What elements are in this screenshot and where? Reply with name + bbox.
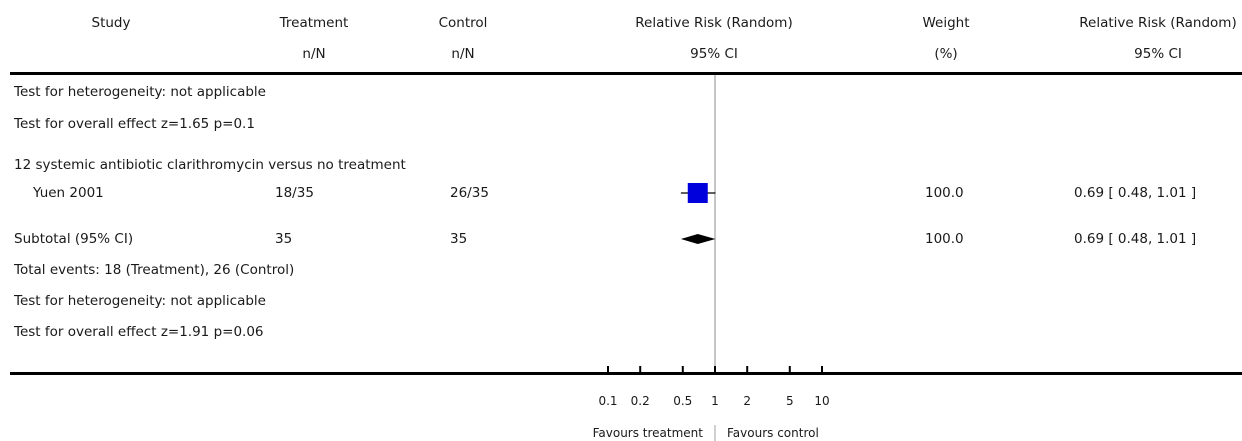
axis-tick-label: 2 xyxy=(743,394,751,408)
header-control-sub: n/N xyxy=(451,46,475,62)
header-relative-risk-2: Relative Risk (Random) xyxy=(1079,15,1237,31)
axis-tick-label: 1 xyxy=(711,394,719,408)
header-study: Study xyxy=(91,15,131,31)
header-control: Control xyxy=(438,15,488,31)
header-weight: Weight xyxy=(922,15,970,31)
header-rule xyxy=(10,72,1242,75)
bottom-rule xyxy=(10,372,1242,375)
favours-treatment-label: Favours treatment xyxy=(593,426,704,440)
study-ci: 0.69 [ 0.48, 1.01 ] xyxy=(1074,185,1197,201)
subtotal-diamond xyxy=(680,234,716,244)
axis-tick-label: 10 xyxy=(814,394,829,408)
top-heterogeneity-note: Test for heterogeneity: not applicable xyxy=(14,84,266,100)
study-treatment: 18/35 xyxy=(275,185,314,201)
subtotal-ci: 0.69 [ 0.48, 1.01 ] xyxy=(1074,231,1197,247)
favours-control-label: Favours control xyxy=(727,426,819,440)
group-overall-effect-note: Test for overall effect z=1.91 p=0.06 xyxy=(14,324,264,340)
axis-tick-label: 0.5 xyxy=(673,394,692,408)
axis-tick-label: 0.2 xyxy=(631,394,650,408)
group-heterogeneity-note: Test for heterogeneity: not applicable xyxy=(14,293,266,309)
header-relative-risk-ci-2: 95% CI xyxy=(1134,46,1182,62)
header-treatment: Treatment xyxy=(279,15,349,31)
study-weight: 100.0 xyxy=(925,185,964,201)
header-relative-risk-ci: 95% CI xyxy=(690,46,738,62)
subtotal-treatment: 35 xyxy=(275,231,293,247)
study-control: 26/35 xyxy=(450,185,489,201)
total-events-note: Total events: 18 (Treatment), 26 (Contro… xyxy=(14,262,295,278)
subtotal-control: 35 xyxy=(450,231,468,247)
header-weight-unit: (%) xyxy=(934,46,958,62)
header-treatment-sub: n/N xyxy=(302,46,326,62)
top-overall-effect-note: Test for overall effect z=1.65 p=0.1 xyxy=(14,116,255,132)
study-name: Yuen 2001 xyxy=(33,185,104,201)
subtotal-weight: 100.0 xyxy=(925,231,964,247)
header-relative-risk: Relative Risk (Random) xyxy=(635,15,793,31)
group-title: 12 systemic antibiotic clarithromycin ve… xyxy=(14,157,406,173)
study-point-marker xyxy=(687,183,708,203)
axis-tick-label: 0.1 xyxy=(598,394,617,408)
axis-tick-label: 5 xyxy=(786,394,794,408)
subtotal-label: Subtotal (95% CI) xyxy=(14,231,134,247)
